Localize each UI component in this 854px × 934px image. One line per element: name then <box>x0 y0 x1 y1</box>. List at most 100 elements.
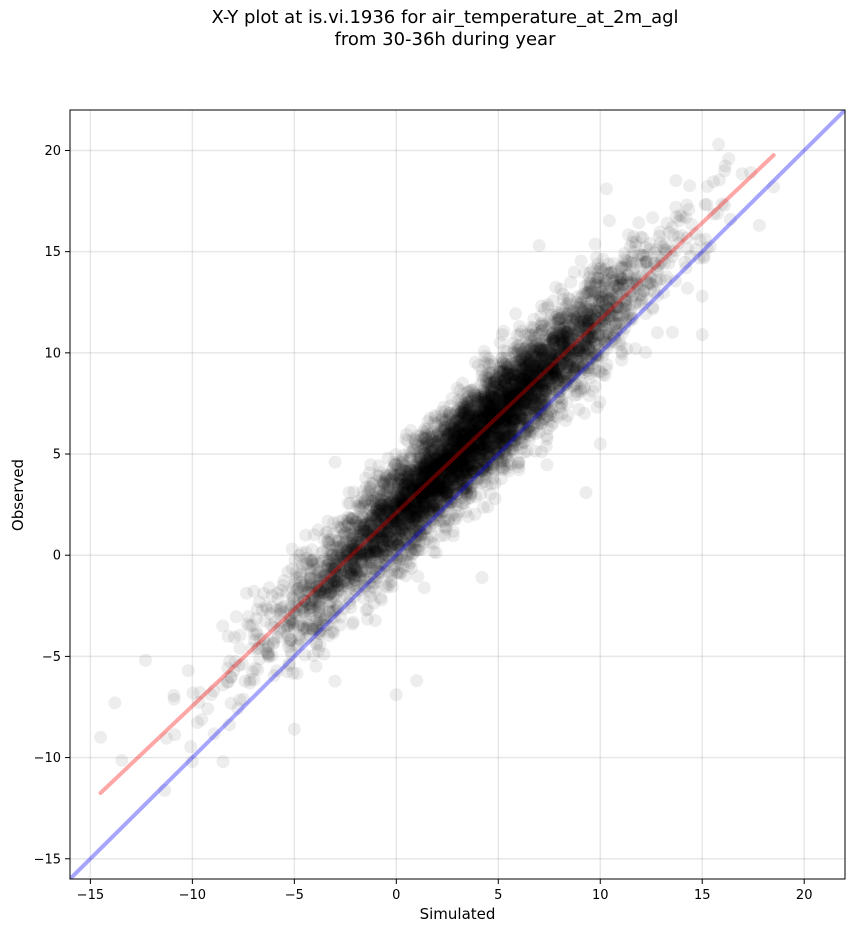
scatter-point <box>343 552 357 565</box>
scatter-point <box>363 545 377 559</box>
scatter-point <box>565 348 579 362</box>
scatter-point <box>507 415 521 429</box>
scatter-point <box>357 533 371 547</box>
scatter-point <box>270 603 284 617</box>
scatter-point <box>454 407 468 421</box>
scatter-point <box>321 580 335 594</box>
scatter-point <box>390 554 403 568</box>
scatter-point <box>513 386 526 400</box>
scatter-point <box>374 549 388 563</box>
scatter-point <box>435 453 449 467</box>
scatter-point <box>580 330 594 344</box>
scatter-point <box>548 355 562 369</box>
scatter-point <box>370 535 384 549</box>
scatter-point <box>484 439 498 453</box>
scatter-point <box>309 580 323 594</box>
scatter-point <box>430 457 444 471</box>
scatter-point <box>471 461 485 475</box>
scatter-point <box>485 404 499 418</box>
scatter-point <box>355 563 369 577</box>
scatter-point <box>503 389 517 403</box>
scatter-point <box>422 485 436 499</box>
scatter-point <box>418 469 432 483</box>
scatter-point <box>528 386 542 400</box>
scatter-point <box>505 364 519 378</box>
scatter-point <box>308 592 322 606</box>
scatter-point <box>464 462 478 476</box>
scatter-point <box>499 372 512 386</box>
scatter-point <box>495 462 509 475</box>
scatter-point <box>542 337 556 351</box>
scatter-point <box>602 302 615 316</box>
scatter-point <box>333 562 347 576</box>
scatter-point <box>395 487 409 501</box>
scatter-point <box>584 371 598 385</box>
scatter-point <box>504 372 517 386</box>
scatter-point <box>514 352 528 366</box>
scatter-point <box>417 581 431 595</box>
scatter-point <box>343 525 357 539</box>
scatter-point <box>432 457 446 471</box>
scatter-point <box>450 438 464 452</box>
scatter-point <box>584 303 597 317</box>
scatter-point <box>483 425 497 438</box>
scatter-point <box>547 337 560 351</box>
scatter-point <box>510 386 524 400</box>
scatter-point <box>444 423 458 437</box>
scatter-point <box>497 375 511 389</box>
scatter-point <box>411 569 425 583</box>
scatter-point <box>351 525 365 539</box>
scatter-point <box>503 422 517 436</box>
scatter-point <box>512 367 526 381</box>
scatter-point <box>432 462 446 475</box>
scatter-point <box>463 427 477 441</box>
scatter-point <box>438 458 452 472</box>
scatter-point <box>399 499 412 513</box>
scatter-point <box>504 417 518 430</box>
scatter-point <box>297 594 310 608</box>
scatter-point <box>514 391 528 405</box>
scatter-point <box>492 418 506 432</box>
scatter-point <box>447 457 461 471</box>
scatter-point <box>461 411 475 424</box>
scatter-point <box>436 472 450 486</box>
scatter-point <box>534 309 548 323</box>
scatter-point <box>456 426 470 440</box>
scatter-point <box>340 590 354 604</box>
scatter-point <box>419 513 433 527</box>
scatter-point <box>496 433 510 447</box>
scatter-point <box>513 399 527 413</box>
scatter-point <box>409 487 423 501</box>
scatter-point <box>439 450 453 464</box>
scatter-point <box>472 444 486 457</box>
scatter-point <box>594 285 608 299</box>
scatter-point <box>476 399 489 412</box>
scatter-point <box>479 463 493 477</box>
scatter-point <box>470 441 484 455</box>
scatter-point <box>566 368 580 382</box>
scatter-point <box>423 499 437 513</box>
scatter-point <box>561 348 575 362</box>
scatter-point <box>693 233 707 247</box>
scatter-point <box>410 455 424 469</box>
scatter-point <box>446 486 460 500</box>
scatter-point <box>493 398 507 411</box>
scatter-point <box>432 427 446 440</box>
scatter-point <box>464 439 478 453</box>
scatter-point <box>489 453 503 467</box>
scatter-point <box>307 563 321 576</box>
scatter-point <box>431 503 445 517</box>
scatter-point <box>423 477 436 491</box>
scatter-point <box>402 479 416 493</box>
scatter-point <box>561 327 575 341</box>
scatter-point <box>359 533 373 547</box>
scatter-point <box>498 392 512 406</box>
scatter-point <box>409 497 423 511</box>
scatter-point <box>396 513 410 527</box>
scatter-point <box>442 471 456 485</box>
scatter-point <box>493 456 507 470</box>
scatter-point <box>444 442 458 456</box>
scatter-point <box>413 505 427 519</box>
scatter-point <box>472 395 486 409</box>
scatter-point <box>456 497 469 511</box>
